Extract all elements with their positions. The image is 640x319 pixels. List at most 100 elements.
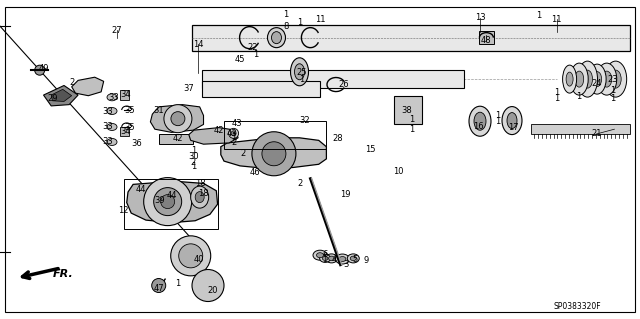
Polygon shape	[72, 77, 104, 96]
Bar	[124, 179, 218, 229]
Text: 22: 22	[248, 43, 258, 52]
Ellipse shape	[107, 123, 117, 130]
Text: 2: 2	[241, 149, 246, 158]
Text: 1: 1	[554, 88, 559, 97]
Ellipse shape	[268, 28, 285, 48]
Text: 19: 19	[340, 190, 351, 199]
Text: 1: 1	[253, 50, 259, 59]
Text: 33: 33	[102, 137, 113, 146]
Polygon shape	[51, 89, 72, 101]
Ellipse shape	[566, 72, 573, 86]
Circle shape	[228, 128, 239, 138]
Circle shape	[164, 105, 192, 133]
Text: 47: 47	[154, 284, 164, 293]
Polygon shape	[127, 181, 218, 223]
Text: 5: 5	[353, 256, 358, 264]
Ellipse shape	[317, 253, 323, 258]
Ellipse shape	[469, 106, 491, 136]
Ellipse shape	[291, 58, 308, 86]
Text: 1: 1	[191, 162, 196, 171]
Text: 20: 20	[207, 286, 218, 295]
Ellipse shape	[191, 186, 209, 208]
Text: 30: 30	[188, 152, 198, 161]
Polygon shape	[120, 127, 129, 136]
Text: 2: 2	[69, 78, 74, 87]
Text: 38: 38	[401, 106, 412, 115]
Ellipse shape	[195, 192, 204, 203]
Circle shape	[179, 244, 203, 268]
Text: 13: 13	[475, 13, 485, 22]
Polygon shape	[159, 134, 193, 144]
Ellipse shape	[271, 32, 282, 44]
Polygon shape	[479, 31, 494, 44]
Text: 33: 33	[109, 93, 119, 102]
Polygon shape	[44, 85, 78, 106]
Text: 6: 6	[323, 250, 328, 259]
Ellipse shape	[326, 254, 337, 263]
Text: 43: 43	[227, 129, 237, 138]
Ellipse shape	[328, 256, 335, 261]
Text: 1: 1	[300, 75, 305, 84]
Polygon shape	[192, 25, 630, 51]
Text: 1: 1	[611, 86, 616, 95]
Text: 27: 27	[112, 26, 122, 35]
Text: 35: 35	[125, 106, 135, 115]
Ellipse shape	[563, 65, 577, 93]
Text: 1: 1	[284, 11, 289, 19]
Polygon shape	[221, 138, 326, 168]
Ellipse shape	[107, 94, 117, 101]
Text: 2: 2	[191, 158, 196, 167]
Polygon shape	[202, 81, 320, 97]
Ellipse shape	[610, 70, 621, 88]
Text: 4: 4	[332, 256, 337, 264]
Text: 44: 44	[136, 185, 146, 194]
Text: 1: 1	[495, 111, 500, 120]
Text: 1: 1	[323, 256, 328, 264]
Circle shape	[192, 270, 224, 301]
Ellipse shape	[502, 107, 522, 135]
Text: 1: 1	[536, 11, 541, 20]
Text: 18: 18	[195, 179, 205, 188]
Text: 1: 1	[554, 94, 559, 103]
Text: 37: 37	[184, 84, 194, 93]
Text: 15: 15	[365, 145, 375, 154]
Ellipse shape	[577, 61, 598, 97]
Ellipse shape	[339, 256, 346, 262]
Text: 31: 31	[154, 106, 164, 115]
Text: 35: 35	[125, 123, 135, 132]
Text: 45: 45	[235, 55, 245, 63]
Text: 46: 46	[250, 168, 260, 177]
Ellipse shape	[474, 112, 486, 130]
Text: FR.: FR.	[52, 269, 73, 279]
Text: 34: 34	[121, 127, 131, 136]
Ellipse shape	[319, 254, 331, 263]
Text: 25: 25	[297, 68, 307, 77]
Text: 43: 43	[232, 119, 242, 128]
Text: 11: 11	[315, 15, 325, 24]
Ellipse shape	[570, 63, 588, 95]
Text: 10: 10	[393, 167, 403, 176]
Polygon shape	[202, 70, 464, 88]
Text: 1: 1	[175, 279, 180, 288]
Text: 26: 26	[339, 80, 349, 89]
Polygon shape	[150, 105, 204, 132]
Ellipse shape	[596, 63, 617, 95]
Text: 12: 12	[118, 206, 129, 215]
Polygon shape	[531, 124, 630, 134]
Circle shape	[161, 195, 175, 209]
Ellipse shape	[582, 70, 593, 88]
Ellipse shape	[107, 108, 117, 115]
Text: 21: 21	[591, 130, 602, 138]
Text: 1: 1	[577, 92, 582, 101]
Text: 39: 39	[155, 197, 165, 205]
Text: 1: 1	[495, 117, 500, 126]
Text: 9: 9	[364, 256, 369, 265]
Text: 18: 18	[198, 189, 209, 198]
Ellipse shape	[588, 64, 606, 94]
Text: 1: 1	[409, 125, 414, 134]
Bar	[224, 121, 326, 149]
Text: SP0383320F: SP0383320F	[554, 302, 602, 311]
Ellipse shape	[313, 250, 327, 260]
Text: 36: 36	[131, 139, 141, 148]
Ellipse shape	[294, 64, 305, 80]
